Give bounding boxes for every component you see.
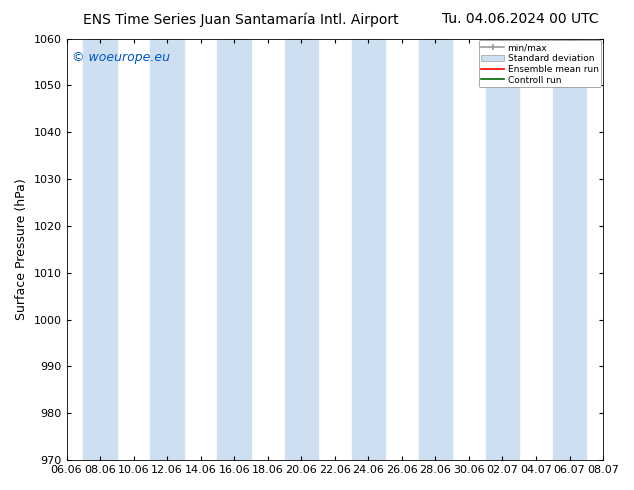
Y-axis label: Surface Pressure (hPa): Surface Pressure (hPa) (15, 178, 28, 320)
Bar (553, 39, 586, 460)
Bar (83, 39, 117, 460)
Bar (150, 39, 184, 460)
Text: © woeurope.eu: © woeurope.eu (72, 51, 170, 64)
Text: ENS Time Series Juan Santamaría Intl. Airport: ENS Time Series Juan Santamaría Intl. Ai… (83, 12, 399, 27)
Bar (418, 39, 452, 460)
Text: Tu. 04.06.2024 00 UTC: Tu. 04.06.2024 00 UTC (441, 12, 598, 26)
Legend: min/max, Standard deviation, Ensemble mean run, Controll run: min/max, Standard deviation, Ensemble me… (479, 40, 601, 87)
Bar (217, 39, 251, 460)
Bar (486, 39, 519, 460)
Bar (352, 39, 385, 460)
Bar (285, 39, 318, 460)
